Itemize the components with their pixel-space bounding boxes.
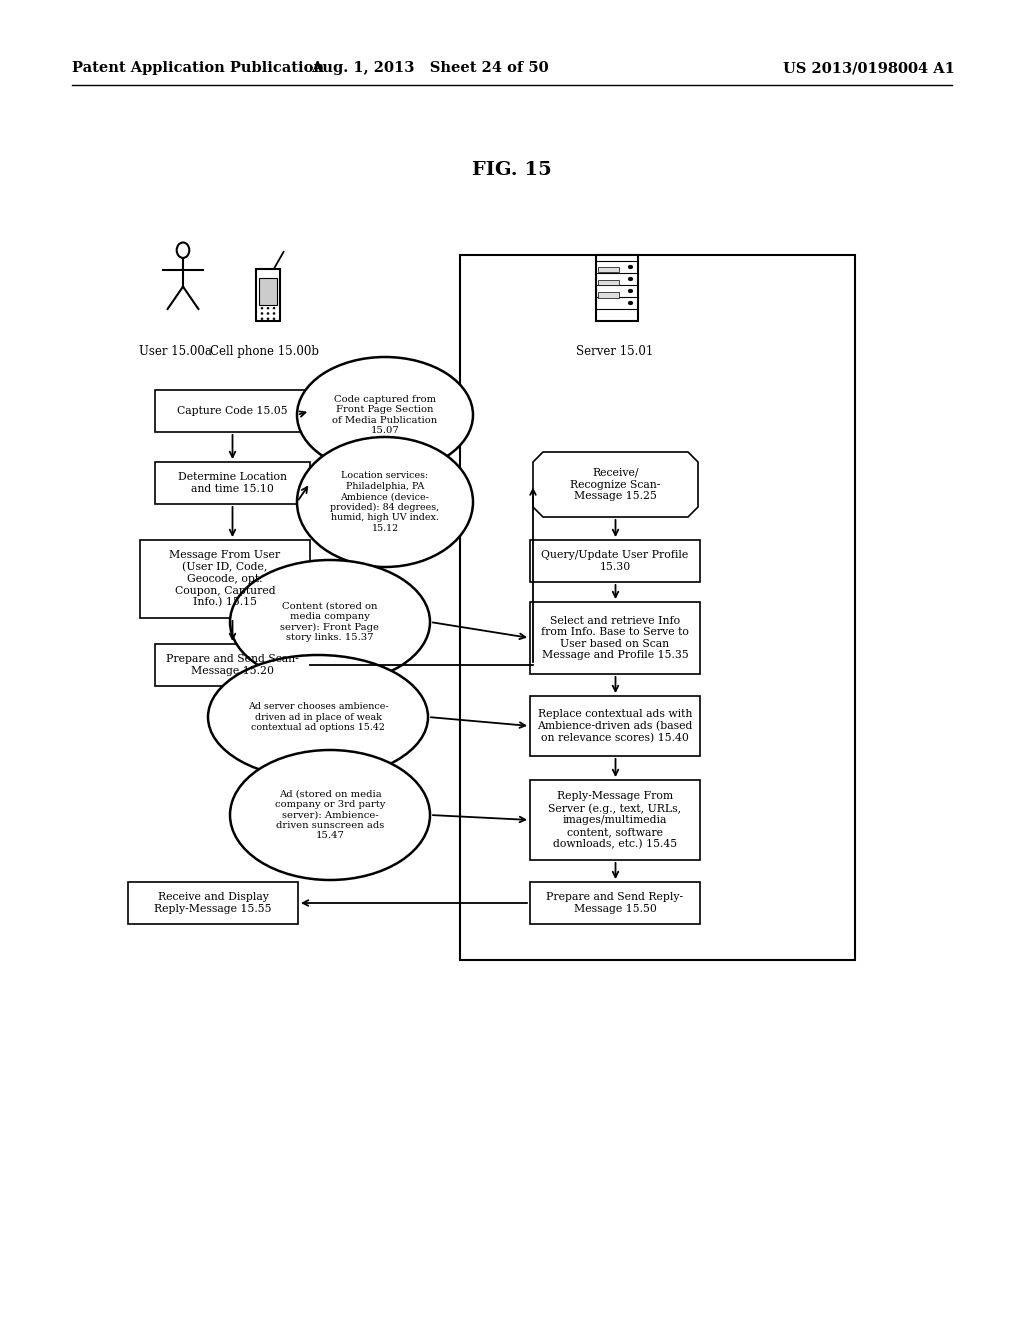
Ellipse shape: [261, 313, 263, 314]
Text: Prepare and Send Reply-
Message 15.50: Prepare and Send Reply- Message 15.50: [547, 892, 684, 913]
Ellipse shape: [297, 356, 473, 473]
Text: Aug. 1, 2013   Sheet 24 of 50: Aug. 1, 2013 Sheet 24 of 50: [311, 61, 549, 75]
FancyBboxPatch shape: [155, 389, 310, 432]
FancyBboxPatch shape: [530, 882, 700, 924]
FancyBboxPatch shape: [140, 540, 310, 618]
Text: User 15.00a: User 15.00a: [138, 345, 211, 358]
FancyBboxPatch shape: [530, 602, 700, 675]
FancyBboxPatch shape: [128, 882, 298, 924]
Text: Ad server chooses ambience-
driven ad in place of weak
contextual ad options 15.: Ad server chooses ambience- driven ad in…: [248, 702, 388, 731]
Ellipse shape: [267, 308, 269, 309]
Text: Determine Location
and time 15.10: Determine Location and time 15.10: [178, 473, 287, 494]
Text: Location services:
Philadelphia, PA
Ambience (device-
provided): 84 degrees,
hum: Location services: Philadelphia, PA Ambi…: [331, 471, 439, 532]
Ellipse shape: [629, 301, 633, 305]
FancyBboxPatch shape: [256, 268, 280, 321]
FancyBboxPatch shape: [530, 696, 700, 756]
Ellipse shape: [267, 313, 269, 314]
Text: US 2013/0198004 A1: US 2013/0198004 A1: [783, 61, 955, 75]
Polygon shape: [534, 451, 698, 517]
Ellipse shape: [629, 289, 633, 293]
Text: Cell phone 15.00b: Cell phone 15.00b: [211, 345, 319, 358]
FancyBboxPatch shape: [598, 292, 620, 297]
Text: FIG. 15: FIG. 15: [472, 161, 552, 180]
Ellipse shape: [177, 243, 189, 257]
Text: Receive/
Recognize Scan-
Message 15.25: Receive/ Recognize Scan- Message 15.25: [570, 467, 660, 502]
FancyBboxPatch shape: [155, 462, 310, 504]
Text: Replace contextual ads with
Ambience-driven ads (based
on relevance scores) 15.4: Replace contextual ads with Ambience-dri…: [538, 709, 692, 743]
Ellipse shape: [208, 655, 428, 779]
Text: Content (stored on
media company
server): Front Page
story links. 15.37: Content (stored on media company server)…: [281, 602, 380, 642]
Ellipse shape: [230, 560, 430, 684]
Ellipse shape: [261, 308, 263, 309]
Ellipse shape: [261, 318, 263, 319]
Ellipse shape: [273, 313, 275, 314]
Text: Capture Code 15.05: Capture Code 15.05: [177, 407, 288, 416]
Ellipse shape: [629, 277, 633, 281]
Text: Select and retrieve Info
from Info. Base to Serve to
User based on Scan
Message : Select and retrieve Info from Info. Base…: [541, 615, 689, 660]
FancyBboxPatch shape: [530, 540, 700, 582]
Text: Message From User
(User ID, Code,
Geocode, opt.
Coupon, Captured
Info.) 15.15: Message From User (User ID, Code, Geocod…: [169, 550, 281, 607]
Text: Prepare and Send Scan-
Message 15.20: Prepare and Send Scan- Message 15.20: [166, 655, 299, 676]
Text: Ad (stored on media
company or 3rd party
server): Ambience-
driven sunscreen ads: Ad (stored on media company or 3rd party…: [274, 789, 385, 841]
Text: Server 15.01: Server 15.01: [577, 345, 653, 358]
Text: Patent Application Publication: Patent Application Publication: [72, 61, 324, 75]
FancyBboxPatch shape: [155, 644, 310, 686]
Text: Reply-Message From
Server (e.g., text, URLs,
images/multimedia
content, software: Reply-Message From Server (e.g., text, U…: [549, 791, 682, 849]
FancyBboxPatch shape: [530, 780, 700, 861]
FancyBboxPatch shape: [460, 255, 855, 960]
Text: Code captured from
Front Page Section
of Media Publication
15.07: Code captured from Front Page Section of…: [333, 395, 437, 436]
FancyBboxPatch shape: [598, 267, 620, 272]
Ellipse shape: [273, 308, 275, 309]
Ellipse shape: [267, 318, 269, 319]
FancyBboxPatch shape: [598, 280, 620, 285]
Ellipse shape: [297, 437, 473, 568]
Text: Receive and Display
Reply-Message 15.55: Receive and Display Reply-Message 15.55: [155, 892, 271, 913]
Ellipse shape: [273, 318, 275, 319]
Ellipse shape: [629, 265, 633, 269]
FancyBboxPatch shape: [259, 279, 278, 305]
FancyBboxPatch shape: [596, 255, 638, 321]
Ellipse shape: [230, 750, 430, 880]
Text: Query/Update User Profile
15.30: Query/Update User Profile 15.30: [542, 550, 688, 572]
